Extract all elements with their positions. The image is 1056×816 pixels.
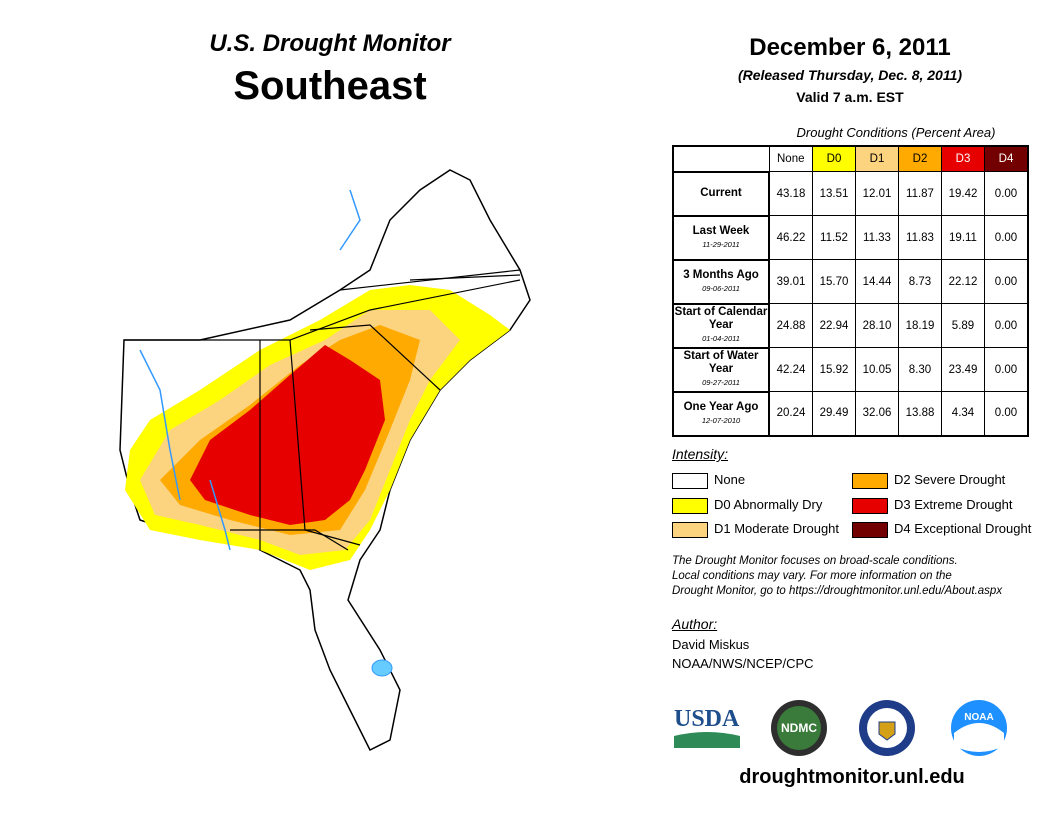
table-row: 3 Months Ago 09-06-2011 39.01 15.70 14.44 8.7… (672, 258, 1029, 305)
table-cell: 12.01 (855, 171, 899, 216)
table-cell: 0.00 (984, 171, 1029, 216)
table-cell: 43.18 (768, 171, 813, 216)
row-label: Last Week 11-29-2011 (672, 214, 770, 261)
table-cell: 11.52 (812, 215, 856, 260)
svg-text:USDA: USDA (674, 706, 740, 732)
table-cell: 10.05 (855, 347, 899, 392)
table-cell: 39.01 (768, 259, 813, 304)
author-org: NOAA/NWS/NCEP/CPC (672, 656, 814, 671)
page-title: U.S. Drought Monitor (209, 30, 451, 57)
author-title: Author: (672, 616, 718, 632)
col-d1: D1 (855, 145, 899, 172)
legend-title: Intensity: (672, 446, 729, 462)
row-label: Current (672, 170, 770, 217)
col-d2: D2 (898, 145, 942, 172)
col-d4: D4 (984, 145, 1029, 172)
table-cell: 24.88 (768, 303, 813, 348)
table-cell: 46.22 (768, 215, 813, 260)
valid-time: Valid 7 a.m. EST (796, 89, 904, 105)
table-cell: 0.00 (984, 303, 1029, 348)
drought-map (119, 169, 531, 752)
legend-item-d1: D1 Moderate Drought (672, 521, 839, 538)
usda-logo: USDA (674, 706, 740, 748)
col-d3: D3 (941, 145, 985, 172)
author-name: David Miskus (672, 637, 750, 652)
table-cell: 0.00 (984, 391, 1029, 436)
col-d0: D0 (812, 145, 856, 172)
row-label: One Year Ago 12-07-2010 (672, 390, 770, 437)
table-row: One Year Ago 12-07-2010 20.24 29.49 32.06 13.… (672, 390, 1029, 437)
table-caption: Drought Conditions (Percent Area) (796, 125, 996, 140)
legend-item-d2: D2 Severe Drought (852, 472, 1005, 489)
d3-area (190, 345, 385, 525)
table-row: Start of Water Year 09-27-2011 42.24 15.92 1… (672, 346, 1029, 393)
table-row: Last Week 11-29-2011 46.22 11.52 11.33 11.83 1… (672, 214, 1029, 261)
table-cell: 4.34 (941, 391, 985, 436)
release-date: (Released Thursday, Dec. 8, 2011) (737, 67, 963, 83)
col-none: None (768, 145, 813, 172)
row-label: Start of Calendar Year 01-04-2011 (672, 302, 770, 349)
noaa-logo: NOAA (951, 700, 1007, 756)
table-cell: 22.94 (812, 303, 856, 348)
legend-item-d0: D0 Abnormally Dry (672, 497, 822, 514)
doc-seal-icon (859, 700, 915, 756)
table-cell: 15.70 (812, 259, 856, 304)
footer-url-link[interactable]: droughtmonitor.unl.edu (739, 766, 965, 788)
table-cell: 13.88 (898, 391, 942, 436)
table-cell: 11.87 (898, 171, 942, 216)
table-cell: 29.49 (812, 391, 856, 436)
table-cell: 22.12 (941, 259, 985, 304)
table-cell: 13.51 (812, 171, 856, 216)
table-cell: 23.49 (941, 347, 985, 392)
row-label: Start of Water Year 09-27-2011 (672, 346, 770, 393)
svg-text:NOAA: NOAA (964, 712, 993, 723)
drought-conditions-table: None D0 D1 D2 D3 D4 Current 43.18 13.51 12.… (672, 145, 1029, 437)
lake-okeechobee (371, 659, 393, 677)
legend-item-d4: D4 Exceptional Drought (852, 521, 1031, 538)
table-cell: 42.24 (768, 347, 813, 392)
table-cell: 19.11 (941, 215, 985, 260)
table-cell: 0.00 (984, 259, 1029, 304)
svg-text:NDMC: NDMC (781, 721, 817, 735)
table-row: Start of Calendar Year 01-04-2011 24.88 22.… (672, 302, 1029, 349)
table-cell: 0.00 (984, 347, 1029, 392)
table-cell: 14.44 (855, 259, 899, 304)
table-cell: 20.24 (768, 391, 813, 436)
state-borders (124, 269, 521, 551)
ndmc-logo: NDMC (771, 700, 827, 756)
table-cell: 11.83 (898, 215, 942, 260)
table-cell: 32.06 (855, 391, 899, 436)
table-cell: 18.19 (898, 303, 942, 348)
table-cell: 0.00 (984, 215, 1029, 260)
row-label: 3 Months Ago 09-06-2011 (672, 258, 770, 305)
note-text: The Drought Monitor focuses on broad-sca… (672, 555, 1003, 597)
table-cell: 15.92 (812, 347, 856, 392)
legend-item-d3: D3 Extreme Drought (852, 497, 1013, 514)
region-title: Southeast (233, 64, 427, 108)
table-cell: 11.33 (855, 215, 899, 260)
table-cell: 8.30 (898, 347, 942, 392)
map-date: December 6, 2011 (749, 34, 951, 61)
table-cell: 28.10 (855, 303, 899, 348)
legend-item-none: None (672, 472, 745, 489)
table-cell: 5.89 (941, 303, 985, 348)
table-row: Current 43.18 13.51 12.01 11.87 19.42 0.00 (672, 170, 1029, 217)
table-cell: 19.42 (941, 171, 985, 216)
table-header-row: None D0 D1 D2 D3 D4 (673, 145, 1029, 172)
table-cell: 8.73 (898, 259, 942, 304)
rivers (139, 189, 361, 551)
